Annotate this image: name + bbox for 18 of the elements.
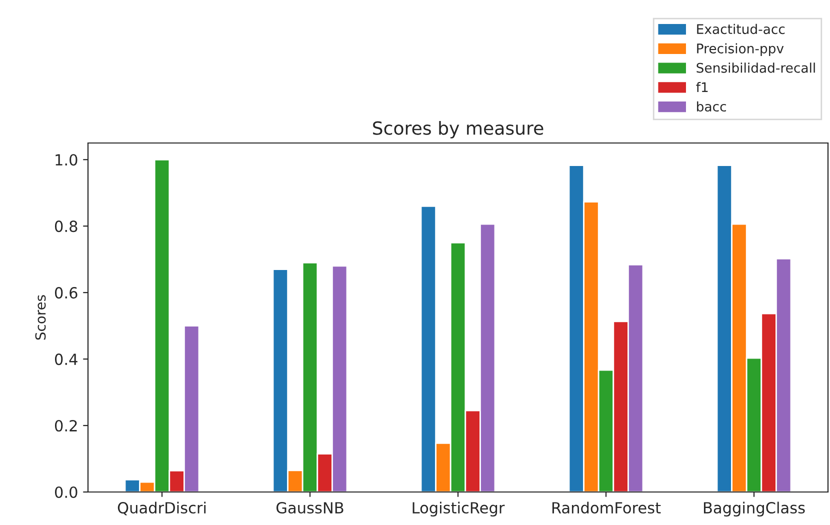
legend-label: Precision-ppv <box>697 43 784 56</box>
chart-title: Scores by measure <box>373 120 544 138</box>
x-tick-label: LogisticRegr <box>412 502 505 517</box>
legend-label: Sensibilidad-recall <box>696 62 815 73</box>
y-axis-title: Scores <box>35 295 46 340</box>
x-tick-label: QuadrDiscri <box>118 502 206 516</box>
x-tick-label: GaussNB <box>276 502 344 514</box>
x-tick-label: RandomForest <box>552 502 661 514</box>
y-tick-label: 1.0 <box>56 154 78 166</box>
x-tick-label: BaggingClass <box>704 502 805 517</box>
y-tick-label: 0.4 <box>54 354 78 366</box>
legend-label: Exactitud-acc <box>697 24 785 34</box>
legend-label: bacc <box>697 101 726 112</box>
y-tick-label: 0.6 <box>54 287 78 299</box>
y-tick-label: 0.0 <box>54 486 78 498</box>
legend-label: f1 <box>696 82 708 92</box>
y-tick-label: 0.8 <box>54 220 78 232</box>
y-tick-label: 0.2 <box>54 420 77 432</box>
